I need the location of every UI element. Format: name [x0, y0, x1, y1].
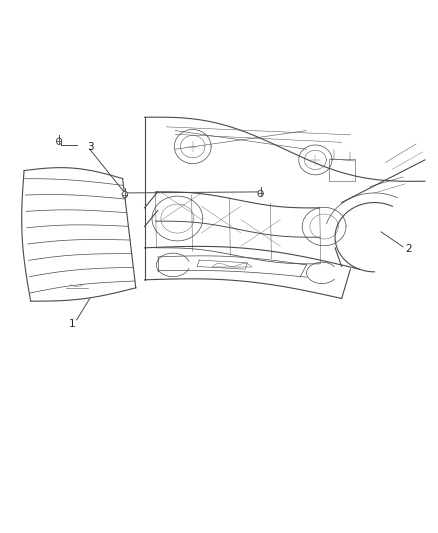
Text: 2: 2 [405, 244, 412, 254]
Circle shape [57, 138, 62, 144]
Text: 3: 3 [87, 142, 94, 152]
Bar [328, 159, 355, 181]
Circle shape [258, 190, 263, 197]
Text: 1: 1 [69, 319, 76, 329]
Circle shape [122, 191, 127, 198]
